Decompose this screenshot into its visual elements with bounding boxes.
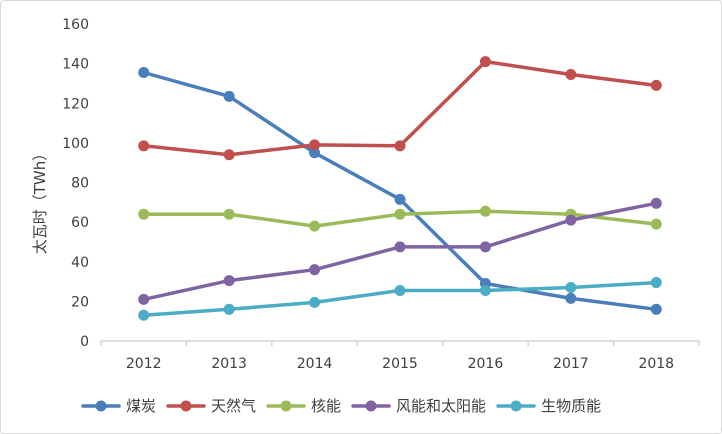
data-point: [223, 90, 235, 102]
data-point: [309, 147, 321, 159]
legend-item: 风能和太阳能: [351, 397, 486, 415]
series-5: [138, 277, 662, 321]
data-point: [138, 293, 150, 305]
y-tick-label: 0: [80, 334, 89, 350]
legend-swatch-marker: [280, 400, 292, 412]
legend-item: 天然气: [166, 397, 256, 415]
y-axis-title: 太瓦时（TWh）: [31, 146, 49, 255]
series-line: [141, 70, 659, 312]
data-point: [223, 149, 235, 161]
data-point: [309, 139, 321, 151]
series-3: [138, 205, 662, 232]
data-point: [565, 292, 577, 304]
y-tick-label: 40: [71, 255, 89, 271]
legend-label: 核能: [311, 397, 341, 415]
data-point: [223, 208, 235, 220]
legend-item: 核能: [266, 397, 341, 415]
x-tick-label: 2014: [297, 356, 333, 372]
data-point: [223, 303, 235, 315]
data-point: [309, 264, 321, 276]
series-4: [138, 197, 662, 305]
legend-swatch-marker: [180, 400, 192, 412]
y-tick-label: 60: [71, 215, 89, 231]
data-point: [138, 140, 150, 152]
legend-label: 天然气: [211, 397, 256, 415]
y-tick-label: 160: [62, 17, 89, 33]
data-point: [565, 282, 577, 294]
data-point: [394, 284, 406, 296]
data-point: [650, 303, 662, 315]
data-point: [650, 277, 662, 289]
data-point: [479, 284, 491, 296]
data-point: [650, 79, 662, 91]
data-point: [650, 197, 662, 209]
legend-label: 生物质能: [541, 397, 601, 415]
y-axis-ticks: 0 20 40 60 80 100 120 140 160: [62, 17, 89, 350]
series-1: [138, 67, 662, 315]
legend-swatch-marker: [365, 400, 377, 412]
data-point: [309, 220, 321, 232]
data-point: [309, 296, 321, 308]
data-point: [394, 208, 406, 220]
legend-swatch-marker: [95, 400, 107, 412]
legend: 煤炭 天然气 核能 风能和太阳能 生物质能: [81, 397, 601, 415]
data-point: [479, 56, 491, 68]
legend-label: 风能和太阳能: [396, 397, 486, 415]
y-tick-label: 80: [71, 176, 89, 192]
y-tick-label: 120: [62, 96, 89, 112]
data-point: [223, 275, 235, 287]
data-point: [479, 241, 491, 253]
x-tick-label: 2015: [382, 356, 418, 372]
x-tick-label: 2012: [126, 356, 162, 372]
legend-swatch-marker: [510, 400, 522, 412]
x-tick-label: 2017: [553, 356, 589, 372]
data-point: [138, 67, 150, 79]
legend-label: 煤炭: [126, 397, 156, 415]
y-tick-label: 20: [71, 294, 89, 310]
x-axis-ticks: 2012 2013 2014 2015 2016 2017 2018: [100, 341, 700, 372]
data-point: [394, 140, 406, 152]
y-tick-label: 140: [62, 57, 89, 73]
x-tick-label: 2016: [468, 356, 504, 372]
x-tick-label: 2013: [211, 356, 247, 372]
data-point: [479, 205, 491, 217]
series-layer: [138, 56, 662, 321]
series-2: [138, 56, 662, 161]
y-tick-label: 100: [62, 136, 89, 152]
data-point: [138, 208, 150, 220]
legend-item: 煤炭: [81, 397, 156, 415]
x-tick-label: 2018: [638, 356, 674, 372]
legend-item: 生物质能: [496, 397, 601, 415]
data-point: [565, 214, 577, 226]
data-point: [394, 241, 406, 253]
data-point: [394, 193, 406, 205]
data-point: [138, 309, 150, 321]
data-point: [650, 218, 662, 230]
data-point: [565, 69, 577, 81]
